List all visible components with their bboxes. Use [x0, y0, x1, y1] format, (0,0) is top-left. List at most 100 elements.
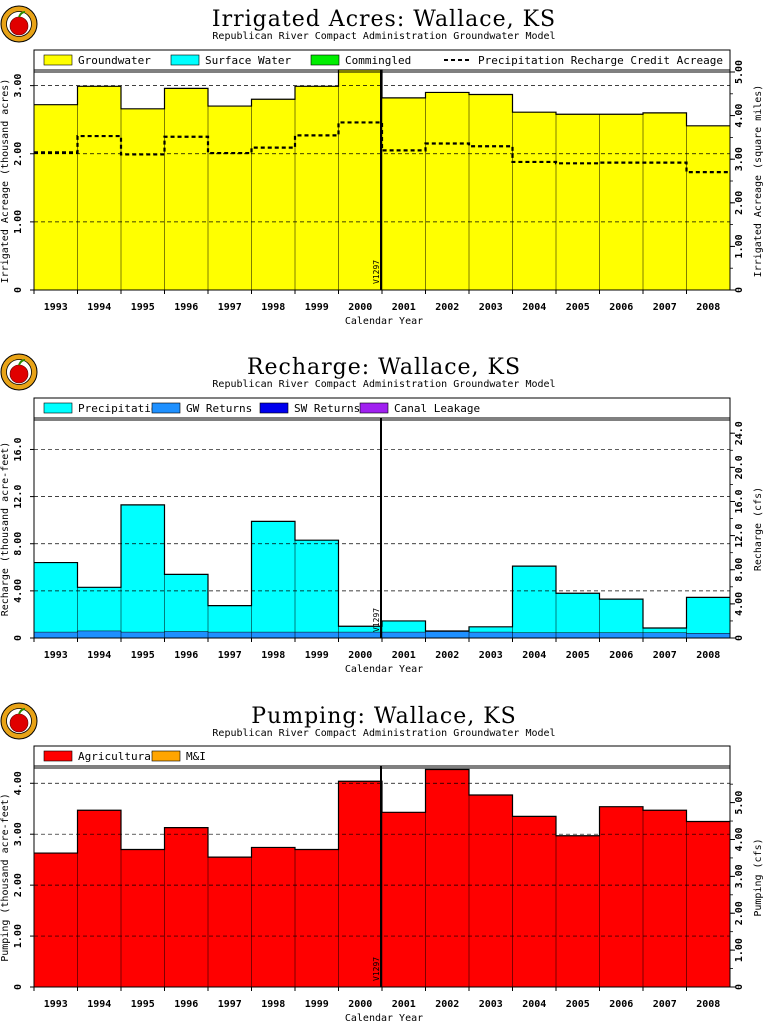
logo-apple	[9, 16, 29, 36]
marker-label: V1297	[372, 957, 381, 981]
x-tick-label: 2004	[522, 999, 546, 1010]
right-tick-label: 2.00	[734, 191, 745, 215]
left-tick-label: 0	[13, 635, 24, 641]
right-tick-label: 24.0	[734, 421, 745, 445]
bar-precipitation	[643, 627, 687, 633]
x-tick-label: 1995	[131, 302, 155, 313]
left-tick-label: 16.0	[13, 437, 24, 461]
right-tick-label: 1.00	[734, 938, 745, 962]
legend-label: Precipitation	[78, 402, 164, 415]
x-tick-label: 2003	[479, 302, 503, 313]
bar-agricultural	[643, 810, 687, 987]
bar-groundwater	[34, 104, 78, 290]
logo-apple-leaf	[18, 11, 26, 18]
bar-groundwater	[599, 114, 643, 290]
left-tick-label: 1.00	[13, 924, 24, 948]
bar-gw-returns	[77, 630, 121, 638]
x-tick-label: 1994	[87, 302, 111, 313]
legend-swatch	[151, 402, 181, 414]
bar-agricultural	[425, 769, 469, 987]
x-tick-label: 2006	[609, 999, 633, 1010]
bar-gw-returns	[208, 632, 252, 638]
bar-groundwater	[686, 125, 730, 290]
x-tick-label: 2000	[348, 302, 372, 313]
x-tick-label: 1997	[218, 999, 242, 1010]
bar-agricultural	[208, 857, 252, 987]
x-tick-label: 2003	[479, 999, 503, 1010]
right-tick-label: 0	[734, 635, 745, 641]
left-tick-label: 2.00	[13, 142, 24, 166]
x-tick-label: 1995	[131, 650, 155, 661]
bar-precipitation	[121, 504, 165, 633]
legend-label: Surface Water	[205, 54, 291, 67]
x-tick-label: 1999	[305, 999, 329, 1010]
x-tick-label: 1997	[218, 302, 242, 313]
bar-gw-returns	[121, 632, 165, 638]
right-tick-label: 3.00	[734, 864, 745, 888]
x-tick-label: 1994	[87, 999, 111, 1010]
right-tick-label: 2.00	[734, 901, 745, 925]
legend-label: M&I	[186, 750, 206, 763]
x-tick-label: 2008	[696, 999, 720, 1010]
x-tick-label: 2008	[696, 302, 720, 313]
bar-groundwater	[77, 86, 121, 291]
left-tick-label: 4.00	[13, 771, 24, 795]
bar-precipitation	[77, 587, 121, 631]
bar-groundwater	[425, 92, 469, 290]
x-tick-label: 2002	[435, 302, 459, 313]
bar-groundwater	[208, 106, 252, 290]
bar-gw-returns	[469, 632, 513, 638]
bar-gw-returns	[251, 632, 295, 638]
right-tick-label: 4.00	[734, 827, 745, 851]
x-tick-label: 2001	[392, 999, 416, 1010]
x-tick-label: 2007	[653, 302, 677, 313]
x-axis-label: Calendar Year	[345, 316, 423, 327]
x-tick-label: 2002	[435, 999, 459, 1010]
x-tick-label: 2000	[348, 650, 372, 661]
bar-precipitation	[599, 599, 643, 633]
x-tick-label: 1999	[305, 302, 329, 313]
bar-precipitation	[295, 540, 339, 633]
x-tick-label: 2005	[566, 999, 590, 1010]
right-tick-label: 5.00	[734, 60, 745, 84]
bar-groundwater	[469, 94, 513, 290]
x-tick-label: 1999	[305, 650, 329, 661]
bar-precipitation	[251, 521, 295, 633]
legend-label: Groundwater	[78, 54, 151, 67]
bar-gw-returns	[643, 632, 687, 638]
marker-label: V1297	[372, 260, 381, 284]
x-tick-label: 1998	[261, 999, 285, 1010]
legend-label: Commingled	[345, 54, 411, 67]
x-tick-label: 1996	[174, 999, 198, 1010]
x-tick-label: 1997	[218, 650, 242, 661]
x-axis-label: Calendar Year	[345, 1013, 423, 1024]
right-tick-label: 12.0	[734, 524, 745, 548]
bar-gw-returns	[382, 632, 426, 638]
legend-label: Precipitation Recharge Credit Acreage	[478, 54, 723, 67]
right-tick-label: 0	[734, 984, 745, 990]
bar-groundwater	[164, 88, 208, 290]
right-tick-label: 3.00	[734, 147, 745, 171]
x-tick-label: 2006	[609, 650, 633, 661]
bar-gw-returns	[34, 632, 78, 638]
bar-agricultural	[469, 794, 513, 987]
y-axis-label-left: Pumping (thousand acre-feet)	[0, 793, 11, 962]
bar-precipitation	[556, 593, 600, 633]
bar-agricultural	[121, 849, 165, 987]
legend-swatch	[259, 402, 289, 414]
bar-groundwater	[643, 112, 687, 290]
x-tick-label: 2002	[435, 650, 459, 661]
legend-swatch	[43, 750, 73, 762]
legend-label: Canal Leakage	[394, 402, 480, 415]
chart-subtitle: Republican River Compact Administration …	[212, 379, 555, 390]
bar-agricultural	[295, 849, 339, 987]
x-tick-label: 2007	[653, 999, 677, 1010]
x-tick-label: 1993	[44, 999, 68, 1010]
bar-agricultural	[556, 835, 600, 987]
bar-precipitation	[34, 562, 78, 633]
bar-precipitation	[382, 620, 426, 633]
bar-agricultural	[34, 853, 78, 987]
y-axis-label-left: Recharge (thousand acre-feet)	[0, 442, 11, 617]
bar-agricultural	[251, 847, 295, 987]
